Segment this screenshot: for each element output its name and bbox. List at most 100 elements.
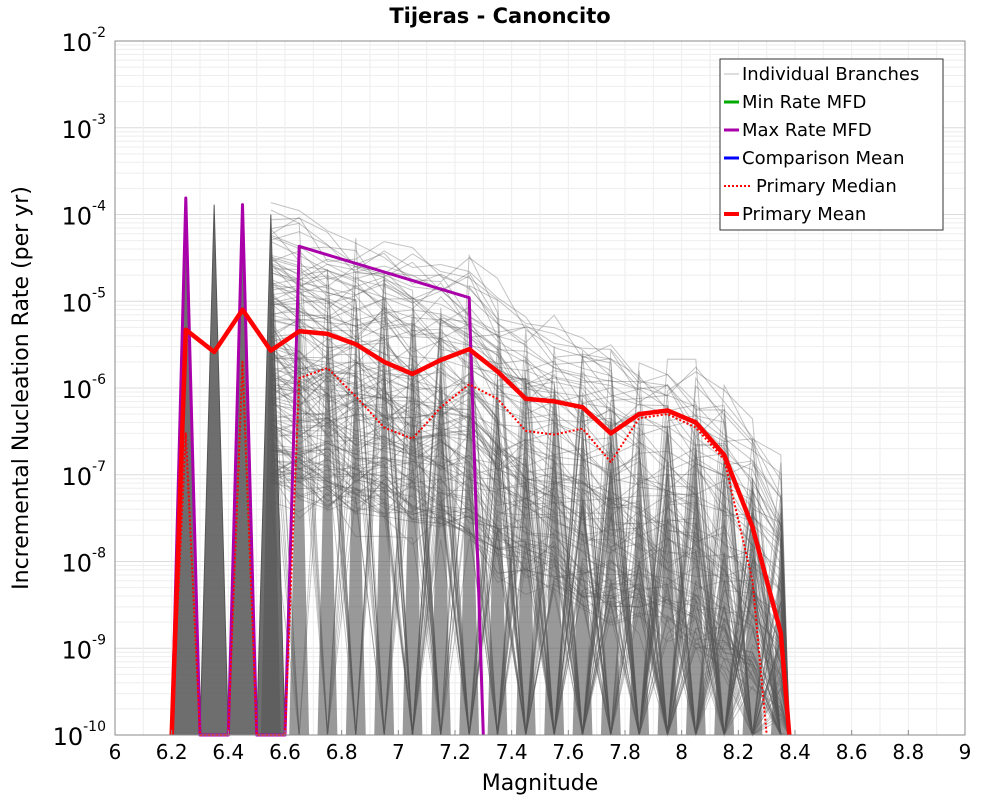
- branch-drop-band: [742, 474, 763, 735]
- branch-line: [270, 302, 790, 736]
- branch-spike: [199, 204, 229, 736]
- plot-frame: [114, 40, 966, 736]
- branch-line: [270, 377, 790, 736]
- branch-drop-band: [289, 283, 310, 735]
- branch-line: [270, 228, 790, 736]
- y-tick-label: 10-3: [61, 112, 106, 144]
- branch-line: [270, 216, 790, 736]
- branch-line: [270, 367, 790, 736]
- chart-title: Tijeras - Canoncito: [389, 4, 610, 28]
- y-tick-label: 10-9: [61, 632, 106, 664]
- legend-label: Primary Median: [756, 176, 897, 197]
- y-tick-base: 10: [61, 636, 92, 664]
- branch-line: [270, 417, 790, 737]
- branch-line: [270, 234, 790, 736]
- branch-line: [270, 370, 790, 736]
- y-tick-label: 10-7: [61, 459, 106, 491]
- branch-line: [270, 263, 790, 736]
- x-tick-label: 8.8: [892, 740, 924, 764]
- branch-line: [270, 389, 790, 736]
- branch-drop-band: [685, 433, 706, 735]
- y-tick-exponent: -6: [92, 372, 106, 388]
- x-tick-label: 6.4: [212, 740, 244, 764]
- x-tick-label: 6.2: [156, 740, 188, 764]
- y-tick-exponent: -7: [92, 459, 106, 475]
- x-tick-label: 7: [392, 740, 405, 764]
- y-tick-exponent: -3: [92, 112, 106, 128]
- branch-line: [270, 338, 790, 736]
- branch-line: [270, 259, 790, 736]
- legend-label: Min Rate MFD: [742, 92, 866, 113]
- branch-line: [270, 222, 790, 736]
- legend-box: [719, 58, 944, 231]
- x-tick-label: 8: [675, 740, 688, 764]
- y-tick-base: 10: [61, 29, 92, 57]
- x-tick-label: 6.8: [326, 740, 358, 764]
- branch-drop-band: [572, 396, 593, 735]
- y-axis-label: Incremental Nucleation Rate (per yr): [9, 186, 34, 590]
- y-tick-label: 10-4: [61, 199, 106, 231]
- branch-line: [270, 294, 790, 736]
- branch-drop-band: [374, 305, 395, 735]
- branch-line: [270, 385, 790, 736]
- series-line-primary-median: [170, 360, 768, 736]
- branch-line: [270, 268, 790, 736]
- x-tick-label: 7.8: [609, 740, 641, 764]
- individual-branches: [171, 199, 791, 737]
- series-lines: [169, 196, 792, 737]
- branch-drop-band: [345, 301, 366, 735]
- branch-line: [270, 288, 790, 736]
- y-tick-exponent: -4: [92, 199, 106, 215]
- y-tick-base: 10: [53, 723, 84, 751]
- y-tick-base: 10: [61, 550, 92, 578]
- branch-line: [270, 231, 790, 736]
- x-tick-label: 7.2: [439, 740, 471, 764]
- legend-label: Primary Mean: [742, 204, 866, 225]
- branch-drop-band: [459, 327, 480, 735]
- branch-drop-band: [260, 275, 281, 735]
- branch-line: [270, 376, 790, 736]
- y-tick-label: 10-5: [61, 285, 106, 317]
- x-axis-ticks: 6 6.2 6.4 6.6 6.8 7 7.2 7.4 7.6 7.8 8 8.2 8.4 8.6 8.8 9: [109, 730, 972, 764]
- branch-line: [270, 278, 790, 736]
- x-tick-label: 8.4: [779, 740, 811, 764]
- branch-drop-band: [714, 448, 735, 735]
- x-tick-label: 8.6: [836, 740, 868, 764]
- y-tick-base: 10: [61, 116, 92, 144]
- branch-line: [270, 357, 790, 736]
- branch-line: [270, 295, 790, 736]
- y-tick-label: 10-2: [61, 25, 106, 57]
- branch-line: [270, 399, 790, 736]
- branch-line: [270, 236, 790, 736]
- branch-line: [270, 356, 790, 736]
- branch-drop-band: [657, 422, 678, 735]
- y-tick-base: 10: [61, 203, 92, 231]
- branch-line: [270, 258, 790, 736]
- y-tick-base: 10: [61, 376, 92, 404]
- legend-label: Individual Branches: [742, 64, 919, 85]
- y-tick-exponent: -10: [83, 719, 106, 735]
- branch-drop-band: [515, 370, 536, 735]
- legend: Individual Branches Min Rate MFD Max Rate …: [719, 58, 944, 231]
- branch-line: [270, 263, 790, 736]
- y-tick-base: 10: [61, 289, 92, 317]
- series-line-primary-mean: [169, 307, 792, 736]
- y-tick-base: 10: [61, 463, 92, 491]
- y-tick-exponent: -2: [92, 25, 106, 41]
- y-tick-label: 10-6: [61, 372, 106, 404]
- branch-line: [270, 347, 790, 736]
- branch-line: [270, 268, 790, 736]
- branch-drop-band: [402, 314, 423, 735]
- x-tick-label: 7.4: [496, 740, 528, 764]
- legend-label: Comparison Mean: [742, 148, 905, 169]
- y-tick-exponent: -8: [92, 546, 106, 562]
- x-tick-label: 9: [959, 740, 972, 764]
- y-tick-label: 10-10: [53, 719, 106, 751]
- branch-line: [270, 366, 790, 736]
- branch-line: [270, 407, 790, 736]
- branch-drop-band: [544, 381, 565, 735]
- series-line-max-rate-mfd: [170, 196, 485, 737]
- branch-line: [270, 346, 790, 736]
